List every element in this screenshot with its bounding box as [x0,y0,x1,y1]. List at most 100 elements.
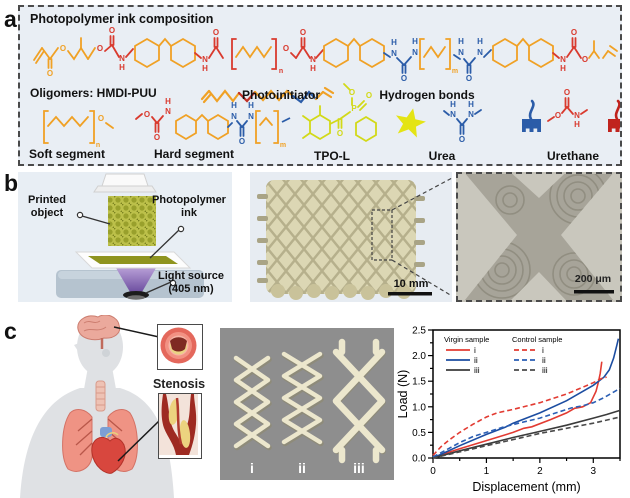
svg-text:N: N [310,55,316,64]
hard-segment-label: Hard segment [153,147,235,161]
svg-text:O: O [239,137,245,146]
x-tick-label: 1 [484,466,490,477]
svg-text:H: H [391,38,397,47]
series-control-ii [432,387,621,458]
legend-item-label: iii [474,365,480,375]
svg-text:H: H [165,97,171,106]
stent-label-iii: iii [353,460,365,476]
y-tick-label: 1.5 [412,377,426,388]
svg-text:O: O [571,28,577,37]
stent-ii [281,351,323,445]
legend-item-label: ii [542,355,546,365]
svg-text:O: O [582,55,588,64]
svg-text:N: N [165,107,171,116]
svg-text:N: N [468,110,474,119]
svg-text:O: O [349,88,355,97]
svg-text:N: N [391,49,397,58]
stenosis-label: Stenosis [152,377,206,391]
svg-text:N: N [574,111,580,120]
x-tick-label: 0 [430,466,436,477]
svg-text:O: O [459,135,465,144]
photopolymer-ink-label: Photopolymer ink [152,194,226,219]
callout-lines [81,215,180,294]
svg-text:m: m [452,68,458,75]
urea-label: Urea [428,149,456,163]
x-tick-label: 3 [591,466,597,477]
svg-text:H: H [119,63,125,72]
urethane-hydrogen-bond-icon [608,99,620,132]
legend-item-label: i [542,345,544,355]
hydrogen-bonds-label: Hydrogen bonds [379,88,475,102]
svg-text:O: O [564,88,570,97]
svg-text:O: O [300,28,306,37]
ink-surface [88,256,178,264]
artery-cross-section-inset [157,324,203,370]
urethane-label: Urethane [546,149,599,163]
y-tick-label: 2.5 [412,326,426,337]
panel-c-letter: c [4,318,17,344]
series-virgin-ii [432,338,620,459]
polymer-chemical-structures: O O O O N H [33,26,620,149]
heart-illustration [91,437,126,474]
svg-text:H: H [468,100,474,109]
panel-b-letter: b [4,170,19,196]
svg-text:N: N [248,112,254,121]
printer-diagram: Printed object Photopolymer ink Light so… [18,172,232,302]
svg-text:N: N [119,54,125,63]
svg-text:H: H [412,37,418,46]
svg-text:H: H [450,100,456,109]
legend-item-label: i [474,345,476,355]
photoinitiator-label: Photoinitiator [242,88,320,102]
svg-text:O: O [466,74,472,83]
svg-text:O: O [97,44,103,53]
x-axis-label: Displacement (mm) [472,480,580,494]
legend-item-label: ii [474,355,478,365]
series-control-iii [432,416,621,459]
human-body-illustration [20,315,174,498]
y-tick-label: 0.5 [412,428,426,439]
printed-lattice-object [108,196,156,246]
svg-text:N: N [560,55,566,64]
svg-text:O: O [213,28,219,37]
svg-text:N: N [477,48,483,57]
trachea [95,380,106,412]
urea-hydrogen-bond-icon [522,99,541,132]
brain-illustration [77,315,121,341]
photoinitiator-star-icon [395,108,426,138]
svg-text:H: H [310,64,316,73]
micro-scale-label: 200 μm [574,273,612,285]
svg-text:O: O [283,44,289,53]
printed-object-label: Printed object [28,194,66,219]
svg-text:O: O [401,74,407,83]
series-virgin-i [432,361,603,459]
dlp-printer-illustration [56,173,204,300]
stents-photo: i ii iii [220,328,394,480]
panel-a-letter: a [4,6,17,32]
scale-bar [574,290,614,294]
svg-text:H: H [560,64,566,73]
svg-text:N: N [412,48,418,57]
svg-text:N: N [231,112,237,121]
light-source-label: Light source (405 nm) [157,270,224,295]
legend-item-label: iii [542,365,548,375]
svg-text:N: N [458,48,464,57]
x-tick-label: 2 [537,466,543,477]
svg-text:m: m [280,142,286,149]
svg-text:O: O [109,26,115,35]
scale-bar-label: 10 mm [393,278,429,290]
svg-text:O: O [154,133,160,142]
svg-text:n: n [96,142,100,149]
svg-text:O: O [60,44,66,53]
load-displacement-chart: 0 1 2 3 0.0 0.5 1.0 1.5 2.0 2.5 Displacement (mm) L… [396,318,630,498]
svg-text:N: N [450,110,456,119]
svg-text:H: H [231,101,237,110]
svg-text:n: n [279,68,283,75]
stent-iii [332,338,386,464]
y-tick-label: 0.0 [412,454,426,465]
svg-text:H: H [202,64,208,73]
artery-longitudinal-inset [158,393,202,459]
strut-junction [465,174,613,300]
lattice-pegs [257,194,425,283]
series-virgin-iii [432,409,621,459]
series-control-i [432,376,607,456]
